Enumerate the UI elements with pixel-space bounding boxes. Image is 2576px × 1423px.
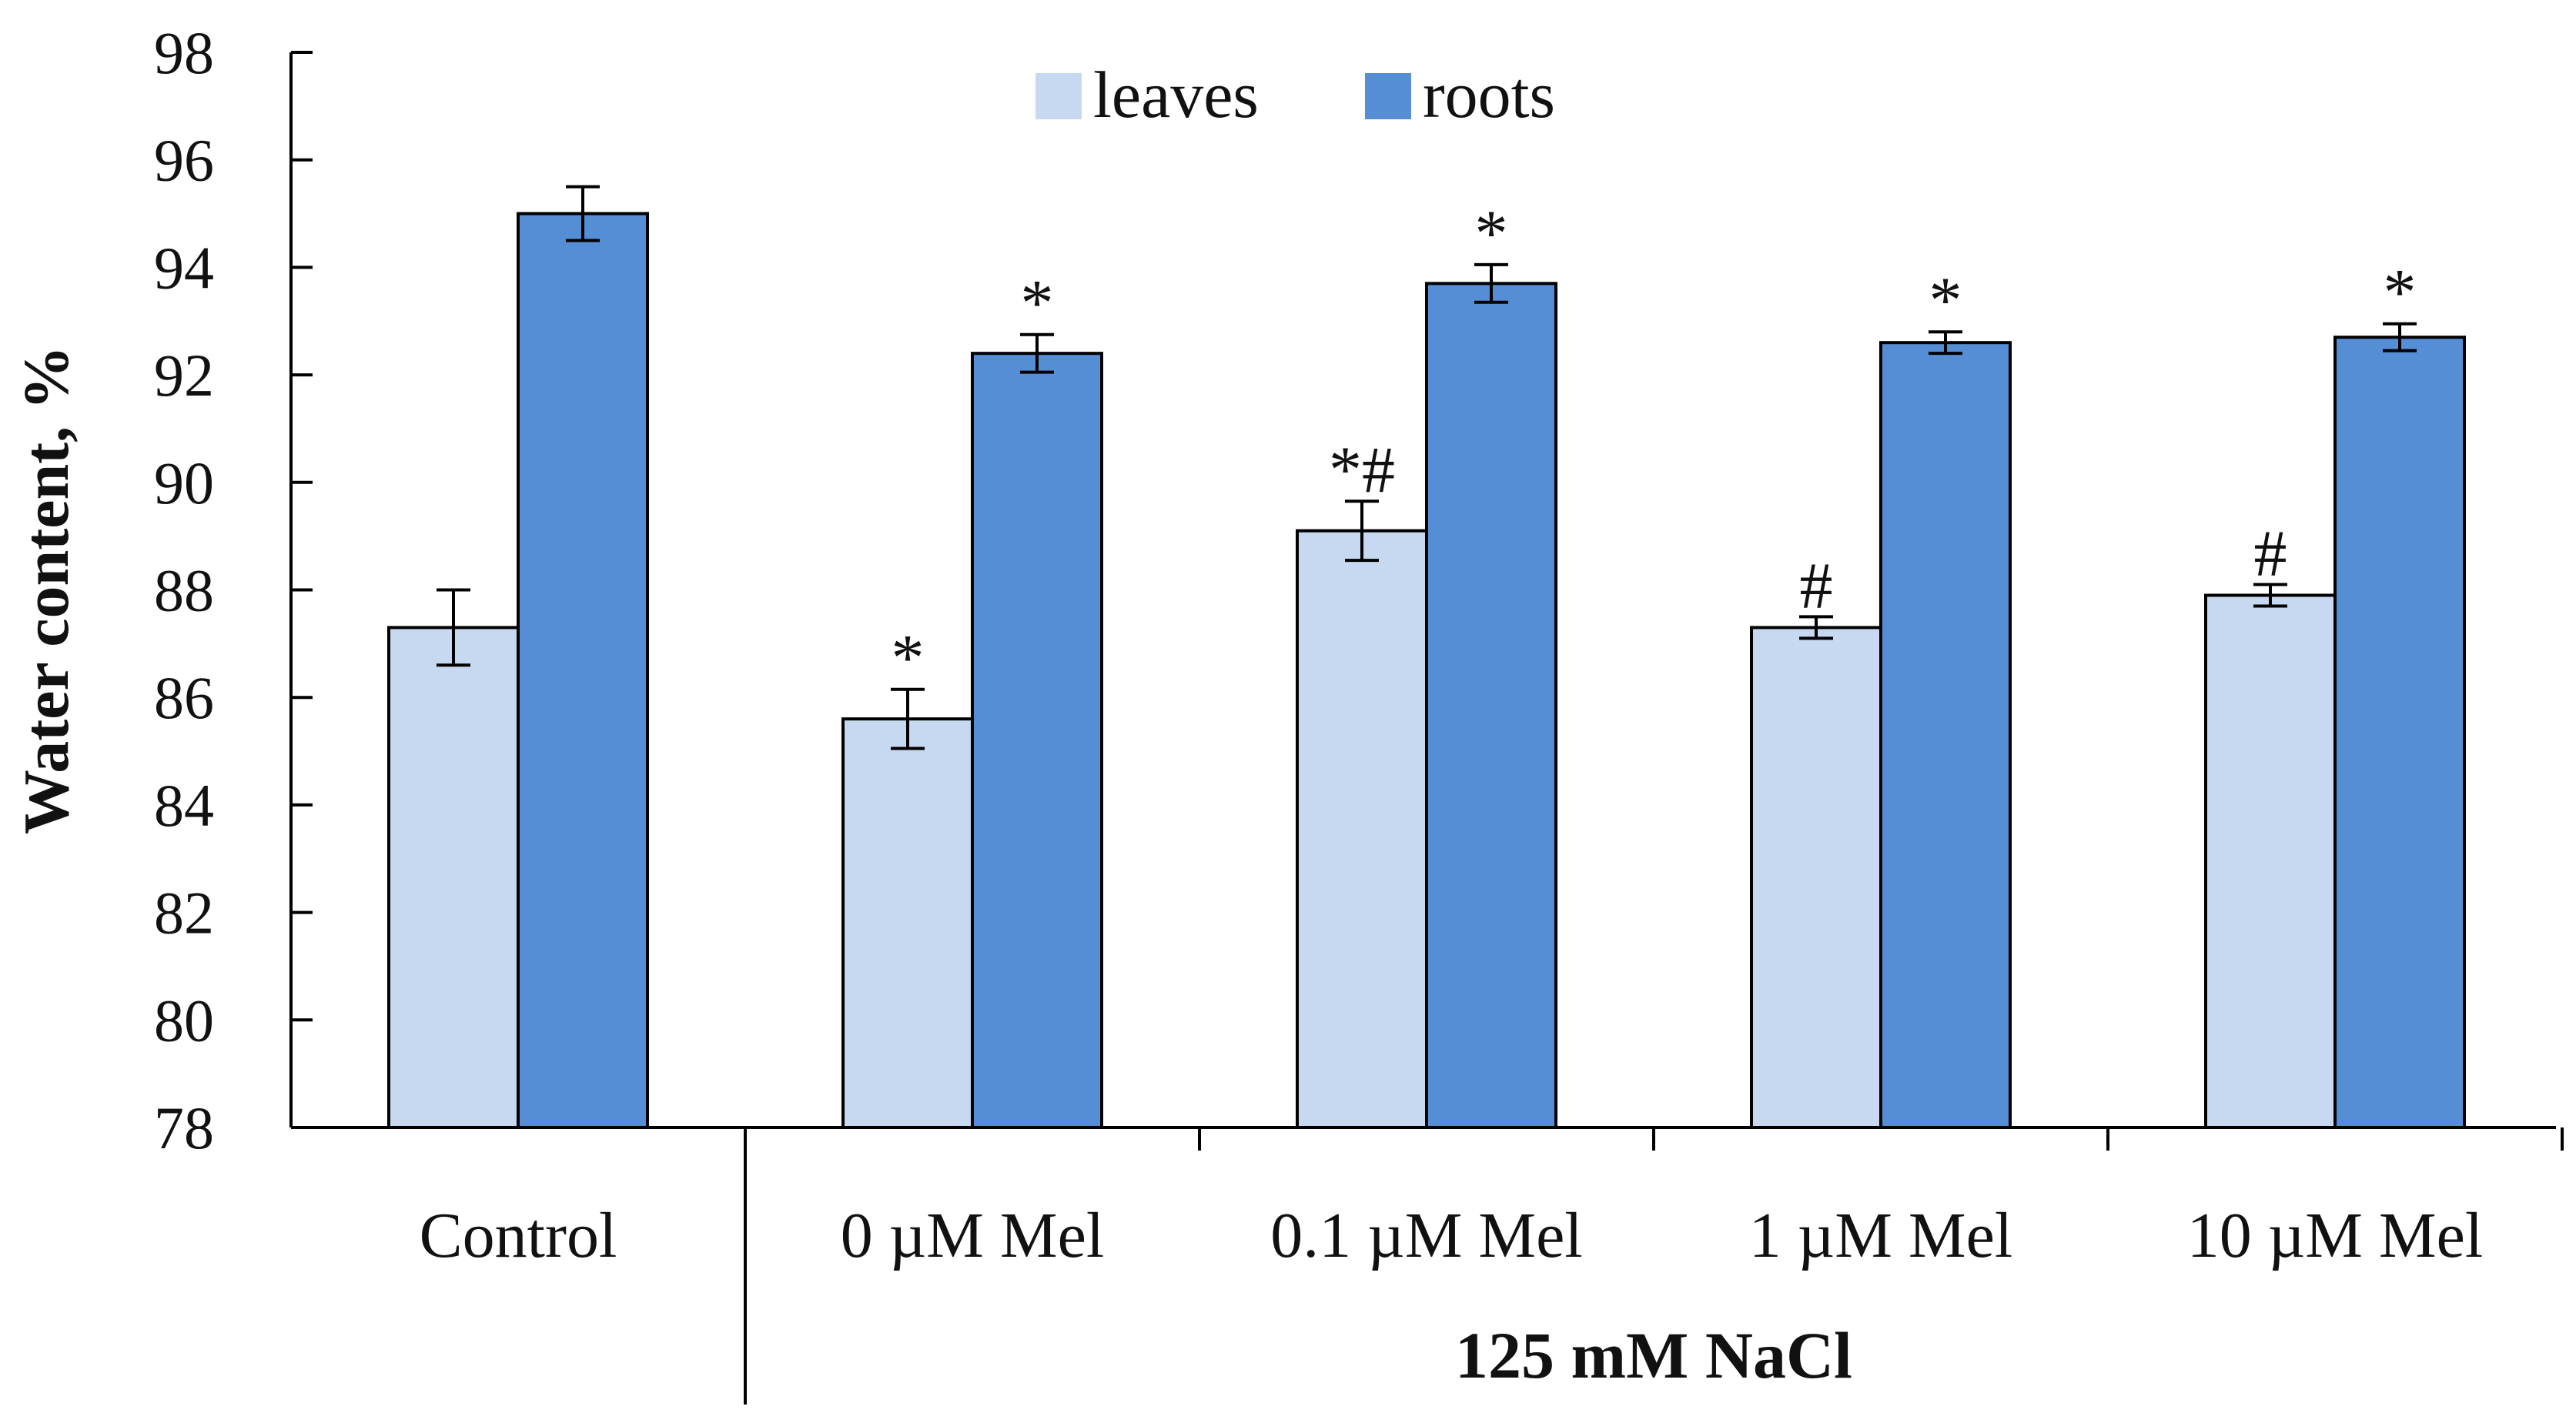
significance-annotation: * [2384, 256, 2417, 329]
significance-annotation: * [1021, 266, 1054, 340]
bar-leaves [387, 626, 520, 1129]
y-tick-label: 92 [154, 342, 214, 409]
y-tick-label: 96 [154, 127, 214, 194]
bars [387, 185, 2466, 1130]
bar-leaves [1750, 626, 1882, 1129]
x-category-label: Control [420, 1200, 617, 1271]
significance-annotation: * [1475, 196, 1508, 270]
legend-swatch-roots [1365, 73, 1411, 119]
significance-annotation: *# [1329, 433, 1395, 506]
y-tick-label: 90 [154, 449, 214, 516]
labels: Control**0 µM Mel*#*0.1 µM Mel#*1 µM Mel… [11, 196, 2483, 1392]
significance-annotation: * [1929, 263, 1962, 337]
bar-roots [971, 352, 1103, 1130]
bar-leaves [1296, 529, 1428, 1129]
legend-swatch-leaves [1035, 73, 1082, 119]
y-tick-label: 94 [154, 234, 214, 301]
axes: 78 80 82 84 86 88 90 92 94 96 98 [154, 19, 2564, 1405]
x-category-label: 1 µM Mel [1749, 1200, 2012, 1271]
significance-annotation: * [892, 621, 925, 695]
y-tick-label: 98 [154, 19, 214, 86]
x-category-label: 0.1 µM Mel [1270, 1200, 1582, 1271]
legend: leaves roots [1035, 58, 1555, 132]
legend-label-leaves: leaves [1093, 58, 1259, 132]
bar-roots [517, 212, 649, 1129]
x-category-label: 10 µM Mel [2187, 1200, 2483, 1271]
y-tick-label: 82 [154, 880, 214, 947]
significance-annotation: # [1800, 548, 1833, 622]
y-tick-label: 78 [154, 1094, 214, 1161]
x-group-label: 125 mM NaCl [1455, 1318, 1852, 1392]
bar-leaves [841, 717, 974, 1129]
bar-roots [1879, 341, 2012, 1129]
bar-roots [2333, 336, 2466, 1130]
bar-roots [1425, 282, 1557, 1130]
x-category-label: 0 µM Mel [841, 1200, 1104, 1271]
y-tick-label: 84 [154, 772, 214, 839]
y-tick-label: 88 [154, 557, 214, 624]
y-tick-label: 86 [154, 664, 214, 731]
legend-label-roots: roots [1423, 58, 1555, 132]
y-tick-label: 80 [154, 987, 214, 1054]
y-axis-label: Water content, % [11, 346, 82, 834]
significance-annotation: # [2254, 516, 2287, 590]
bar-leaves [2204, 593, 2337, 1129]
